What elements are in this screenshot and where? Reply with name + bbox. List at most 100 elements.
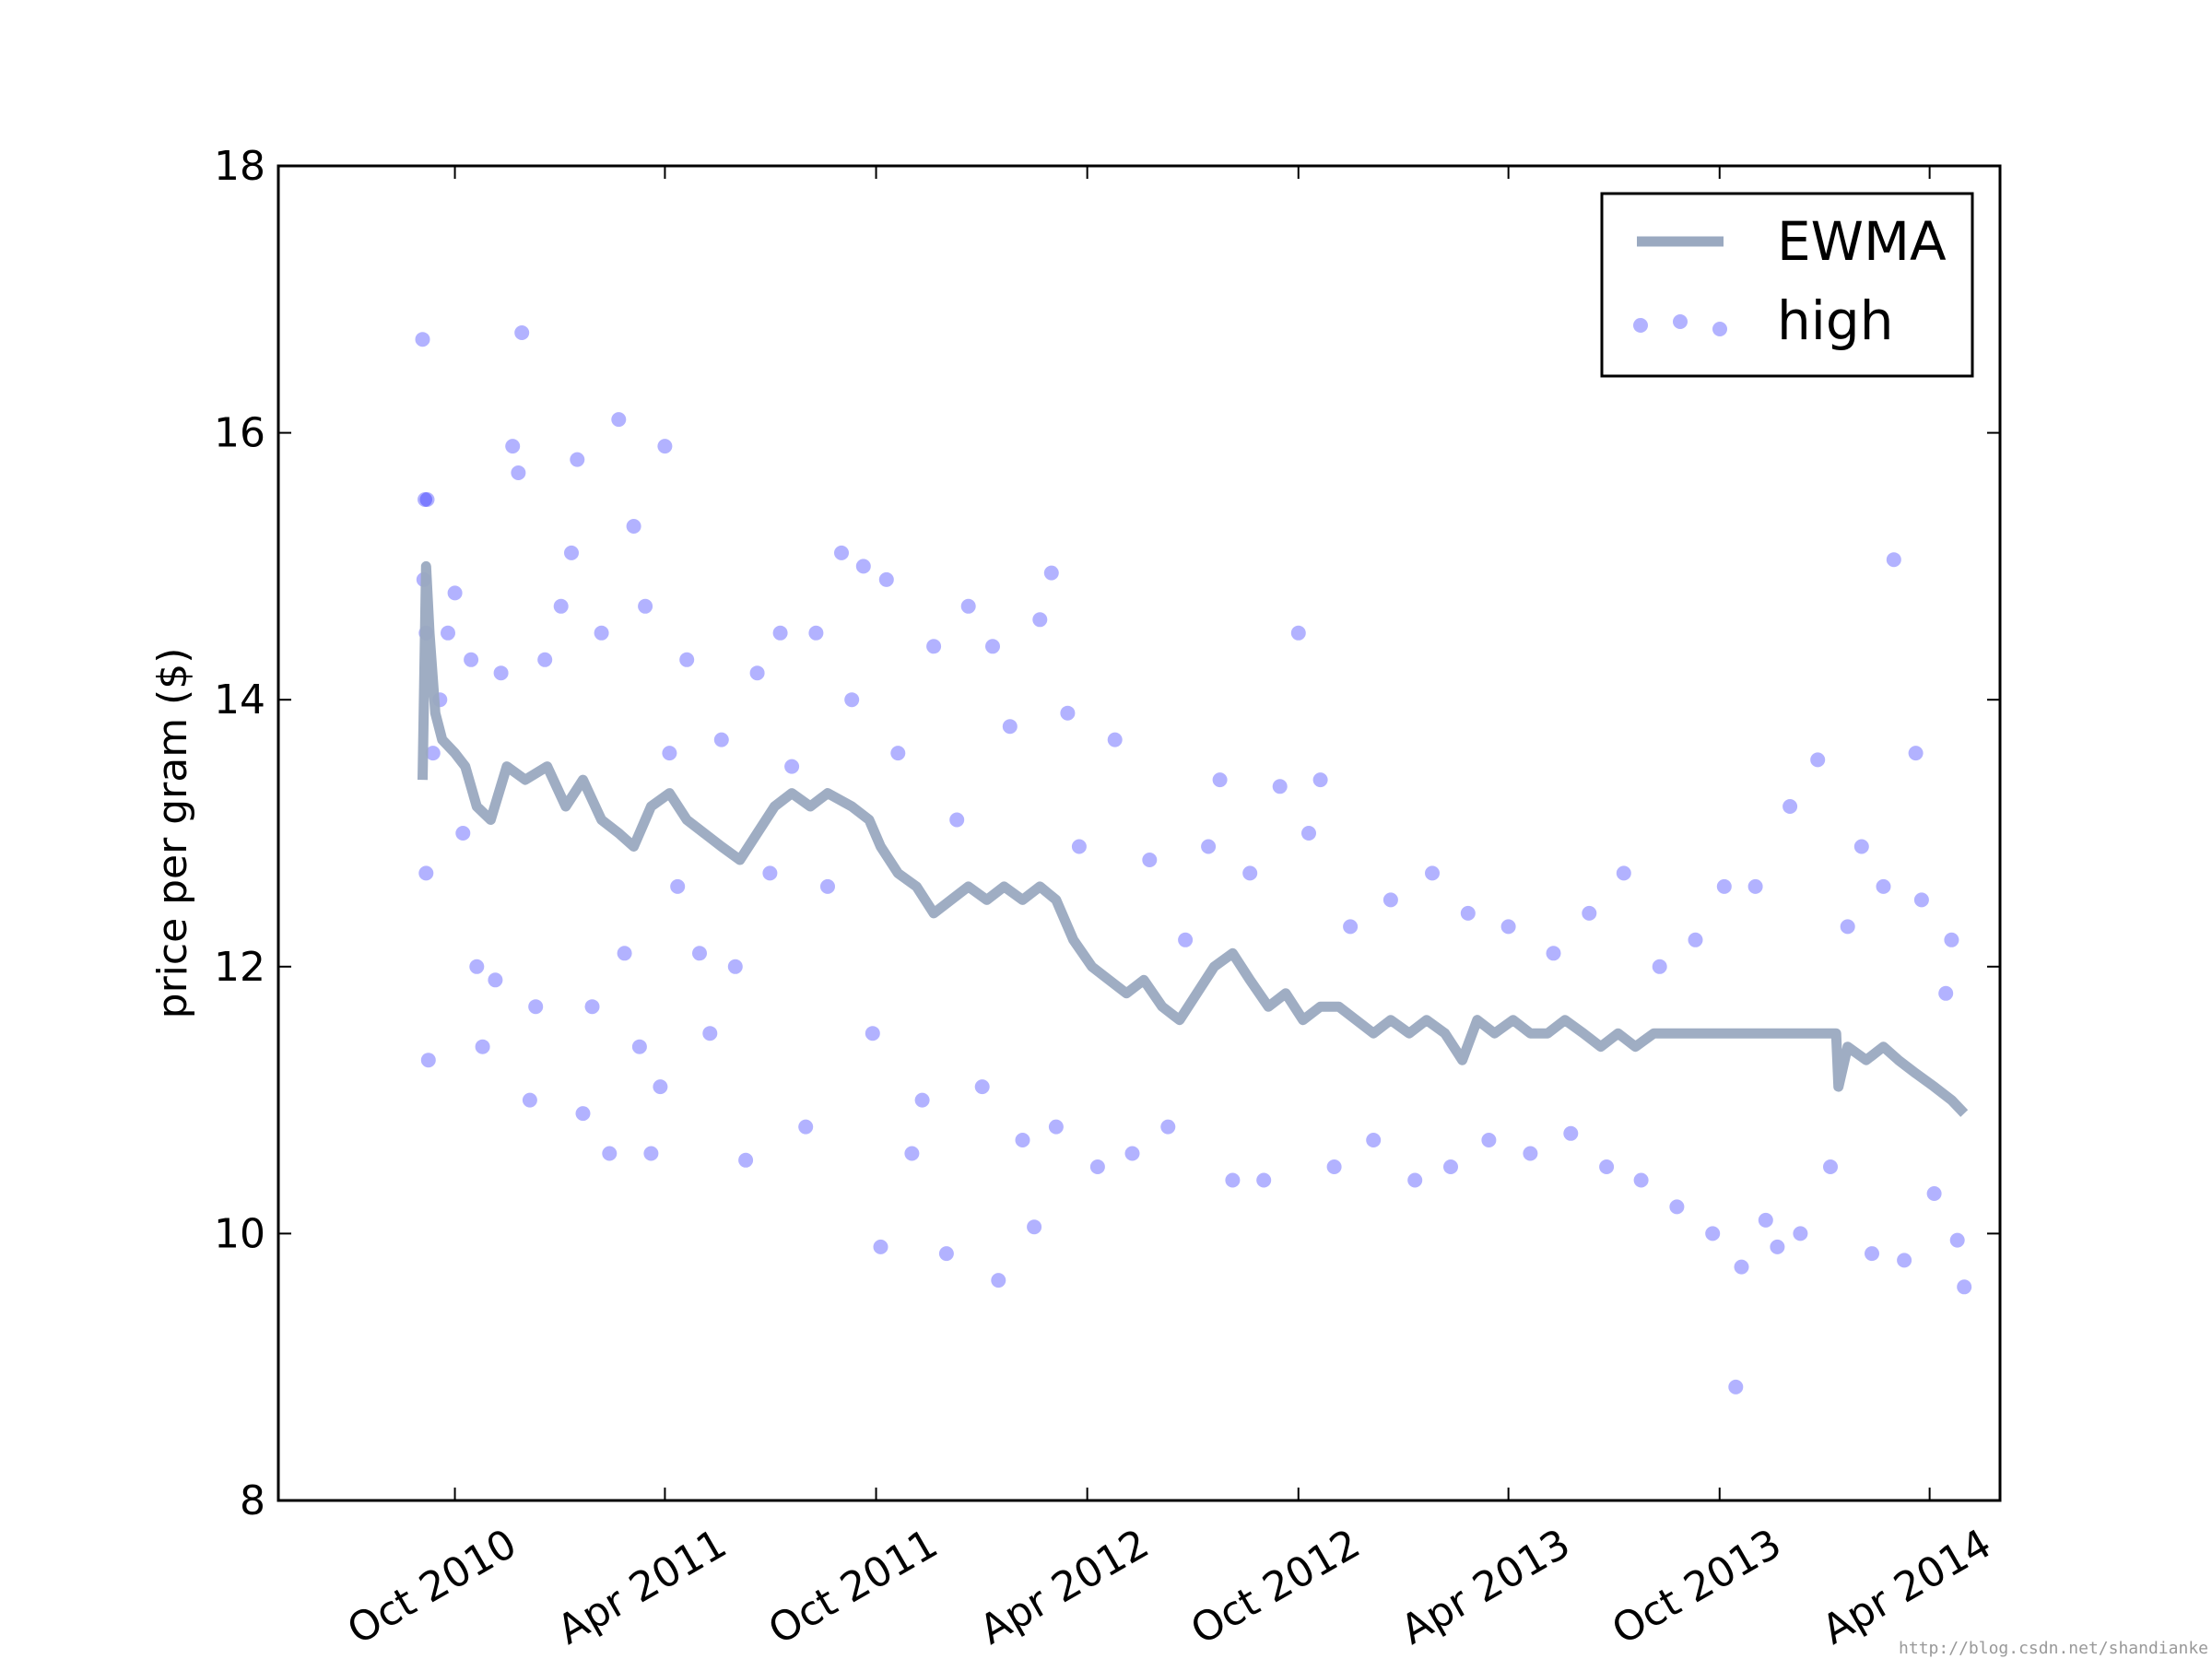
high-point — [419, 492, 435, 507]
high-point — [991, 1273, 1006, 1288]
high-point — [960, 598, 976, 614]
high-point — [1652, 959, 1667, 974]
x-axis: Oct 2010 Apr 2011 Oct 2011 Apr 2012 Oct 2012… — [340, 166, 2000, 1654]
high-point — [974, 1079, 990, 1095]
high-point — [575, 1106, 591, 1122]
high-point — [475, 1039, 490, 1054]
high-point — [1747, 878, 1763, 894]
high-point — [1944, 932, 1959, 947]
high-point — [1669, 1199, 1685, 1215]
x-tick-label: Oct 2012 — [1183, 1520, 1368, 1653]
legend-ewma-label: EWMA — [1777, 210, 1947, 273]
high-point — [878, 571, 894, 587]
x-tick-label: Apr 2012 — [972, 1520, 1158, 1653]
x-tick-label: Oct 2010 — [340, 1520, 524, 1653]
ewma-series — [418, 560, 1969, 1117]
high-point — [1242, 865, 1258, 881]
watermark: http://blog.csdn.net/shandianke — [1899, 1639, 2208, 1658]
high-point — [808, 625, 824, 641]
high-point — [772, 625, 788, 641]
high-point — [1460, 905, 1476, 921]
high-point — [643, 1146, 659, 1161]
high-point — [749, 665, 765, 681]
high-point — [511, 465, 526, 480]
high-point — [1734, 1259, 1749, 1275]
high-point — [1366, 1133, 1382, 1147]
high-point — [762, 865, 778, 881]
high-point — [1425, 865, 1440, 881]
high-point — [441, 625, 455, 641]
high-point — [1301, 826, 1316, 841]
high-point — [1705, 1226, 1721, 1241]
high-point — [904, 1146, 920, 1161]
x-tick-label: Apr 2013 — [1394, 1520, 1579, 1653]
legend-high-dot — [1712, 322, 1727, 336]
high-point — [528, 999, 544, 1015]
high-point — [1876, 878, 1891, 894]
high-point — [1523, 1146, 1538, 1161]
high-point — [1290, 625, 1306, 641]
high-point — [873, 1239, 888, 1254]
high-point — [602, 1146, 618, 1161]
x-tick-label: Apr 2014 — [1815, 1520, 2000, 1653]
high-point — [1089, 1159, 1105, 1174]
high-point — [420, 1053, 436, 1068]
high-point — [1107, 732, 1123, 747]
high-point — [1865, 1246, 1879, 1262]
high-point — [1886, 552, 1901, 568]
high-point — [425, 746, 441, 761]
high-point — [834, 545, 849, 560]
y-axis: 8 10 12 14 16 18 — [214, 143, 2000, 1524]
high-point — [447, 585, 463, 601]
high-point — [1124, 1146, 1140, 1161]
high-point — [1225, 1172, 1241, 1188]
high-point — [938, 1246, 954, 1262]
high-point — [1160, 1119, 1176, 1135]
high-point — [653, 1079, 668, 1095]
y-tick-label: 10 — [214, 1210, 265, 1257]
high-point — [865, 1026, 880, 1041]
high-series — [415, 325, 1972, 1394]
high-point — [1015, 1133, 1030, 1147]
high-point — [662, 746, 677, 761]
high-point — [1256, 1172, 1272, 1188]
high-point — [1616, 865, 1631, 881]
high-point — [1382, 892, 1398, 908]
high-point — [464, 652, 479, 667]
high-point — [855, 559, 871, 574]
legend-high-label: high — [1777, 289, 1893, 352]
high-point — [1481, 1133, 1497, 1147]
high-point — [1032, 612, 1048, 628]
high-point — [1201, 839, 1217, 854]
high-point — [1582, 905, 1597, 921]
y-tick-label: 18 — [214, 143, 265, 190]
high-point — [727, 959, 743, 974]
high-point — [798, 1119, 814, 1135]
high-point — [1407, 1172, 1423, 1188]
high-point — [820, 878, 835, 894]
high-point — [1949, 1232, 1965, 1248]
high-point — [1688, 932, 1703, 947]
high-point — [1326, 1159, 1342, 1174]
high-point — [638, 598, 653, 614]
high-point — [631, 1039, 647, 1054]
high-point — [1908, 746, 1924, 761]
plot-frame — [276, 164, 2002, 1502]
high-point — [1071, 839, 1087, 854]
high-point — [1853, 839, 1869, 854]
high-point — [505, 439, 521, 454]
x-tick-label: Apr 2011 — [549, 1520, 735, 1653]
legend-high-dot — [1673, 314, 1688, 329]
ewma-line — [418, 560, 1969, 1117]
y-tick-label: 16 — [214, 410, 265, 457]
high-point — [890, 746, 906, 761]
high-point — [670, 878, 686, 894]
high-point — [553, 598, 569, 614]
high-point — [1142, 853, 1158, 867]
x-tick-label: Oct 2011 — [761, 1520, 946, 1653]
y-tick-label: 14 — [214, 677, 265, 724]
high-point — [1002, 719, 1018, 735]
high-point — [657, 439, 673, 454]
high-point — [626, 519, 641, 534]
high-point — [702, 1026, 718, 1041]
